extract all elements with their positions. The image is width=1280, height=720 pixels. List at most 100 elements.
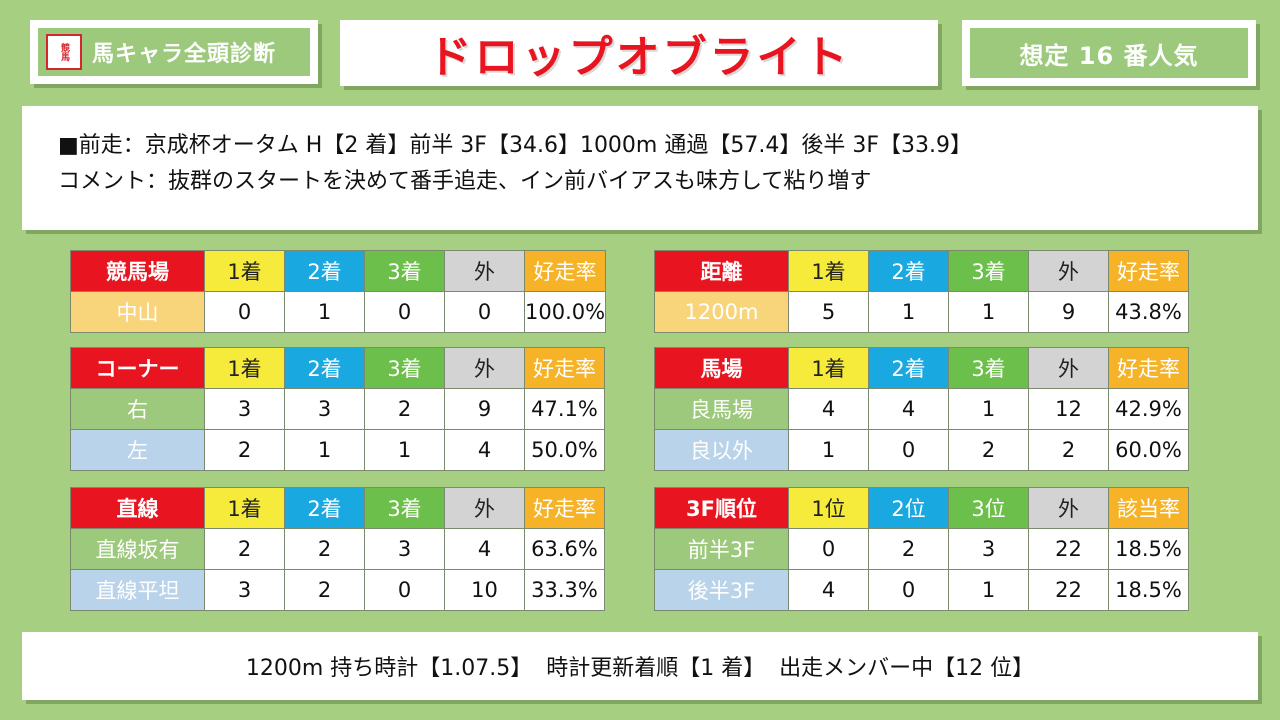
- cell: 1: [284, 291, 365, 333]
- cell: 1: [948, 388, 1029, 430]
- cell: 18.5%: [1108, 528, 1189, 570]
- popularity-box: 想定 16 番人気: [962, 20, 1256, 86]
- straight-stats-table: 直線 1着 2着 3着 外 好走率 直線坂有 2 2 3 4 63.6% 直線平…: [70, 487, 605, 611]
- header-cell: 好走率: [523, 250, 607, 292]
- header-cell: 2着: [284, 250, 365, 292]
- header-cell: 外: [444, 250, 525, 292]
- header-cell: コーナー: [70, 347, 205, 389]
- time-record-text: 1200m 持ち時計【1.07.5】 時計更新着順【1 着】 出走メンバー中【1…: [245, 656, 1035, 681]
- row-label: 右: [70, 388, 205, 430]
- horse-title-box: ドロップオブライト: [340, 20, 938, 86]
- row-label: 直線平坦: [70, 569, 205, 611]
- brand-inner: 競馬 馬キャラ全頭診断: [38, 28, 310, 76]
- header-cell: 1着: [788, 347, 869, 389]
- course-stats-table: 競馬場 1着 2着 3着 外 好走率 中山 0 1 0 0 100.0%: [70, 250, 607, 333]
- cell: 22: [1028, 569, 1109, 611]
- cell: 63.6%: [524, 528, 605, 570]
- site-logo: 競馬: [46, 34, 82, 70]
- horse-name: ドロップオブライト: [427, 32, 851, 83]
- brand-label: 馬キャラ全頭診断: [92, 42, 277, 67]
- header-cell: 好走率: [1108, 347, 1189, 389]
- row-label: 直線坂有: [70, 528, 205, 570]
- cell: 2: [284, 569, 365, 611]
- cell: 9: [1028, 291, 1109, 333]
- cell: 2: [868, 528, 949, 570]
- header-cell: 2位: [868, 487, 949, 529]
- corner-stats-table: コーナー 1着 2着 3着 外 好走率 右 3 3 2 9 47.1% 左 2 …: [70, 347, 605, 471]
- table-header-row: 距離 1着 2着 3着 外 好走率: [654, 250, 1189, 292]
- cell: 4: [444, 528, 525, 570]
- comment-line: コメント：抜群のスタートを決めて番手追走、イン前バイアスも味方して粘り増す: [58, 169, 872, 194]
- header-cell: 2着: [284, 347, 365, 389]
- header-cell: 該当率: [1108, 487, 1189, 529]
- table-row: 良以外 1 0 2 2 60.0%: [654, 429, 1189, 471]
- cell: 33.3%: [524, 569, 605, 611]
- row-label: 中山: [70, 291, 205, 333]
- cell: 1: [948, 291, 1029, 333]
- table-row: 中山 0 1 0 0 100.0%: [70, 291, 607, 333]
- cell: 1: [788, 429, 869, 471]
- header-cell: 好走率: [524, 347, 605, 389]
- table-row: 直線坂有 2 2 3 4 63.6%: [70, 528, 605, 570]
- cell: 3: [364, 528, 445, 570]
- previous-race-line: ■前走：京成杯オータム H【2 着】前半 3F【34.6】1000m 通過【57…: [58, 133, 972, 158]
- table-row: 右 3 3 2 9 47.1%: [70, 388, 605, 430]
- cell: 47.1%: [524, 388, 605, 430]
- header-cell: 外: [444, 347, 525, 389]
- table-row: 前半3F 0 2 3 22 18.5%: [654, 528, 1189, 570]
- header-cell: 外: [1028, 487, 1109, 529]
- cell: 2: [204, 528, 285, 570]
- header-cell: 外: [1028, 250, 1109, 292]
- cell: 18.5%: [1108, 569, 1189, 611]
- cell: 2: [1028, 429, 1109, 471]
- cell: 42.9%: [1108, 388, 1189, 430]
- table-header-row: 競馬場 1着 2着 3着 外 好走率: [70, 250, 607, 292]
- time-record-panel: 1200m 持ち時計【1.07.5】 時計更新着順【1 着】 出走メンバー中【1…: [22, 632, 1258, 700]
- cell: 4: [444, 429, 525, 471]
- header-cell: 3着: [364, 347, 445, 389]
- cell: 4: [868, 388, 949, 430]
- popularity-inner: 想定 16 番人気: [970, 28, 1248, 78]
- cell: 0: [868, 429, 949, 471]
- row-label: 良馬場: [654, 388, 789, 430]
- cell: 0: [444, 291, 525, 333]
- header-cell: 1位: [788, 487, 869, 529]
- header-cell: 3位: [948, 487, 1029, 529]
- cell: 43.8%: [1108, 291, 1189, 333]
- cell: 4: [788, 569, 869, 611]
- header-cell: 好走率: [1108, 250, 1189, 292]
- cell: 1: [868, 291, 949, 333]
- header-cell: 距離: [654, 250, 789, 292]
- header-cell: 好走率: [524, 487, 605, 529]
- cell: 9: [444, 388, 525, 430]
- cell: 4: [788, 388, 869, 430]
- cell: 2: [364, 388, 445, 430]
- cell: 5: [788, 291, 869, 333]
- race-info-panel: ■前走：京成杯オータム H【2 着】前半 3F【34.6】1000m 通過【57…: [22, 106, 1258, 230]
- table-row: 左 2 1 1 4 50.0%: [70, 429, 605, 471]
- cell: 50.0%: [524, 429, 605, 471]
- cell: 3: [948, 528, 1029, 570]
- cell: 0: [788, 528, 869, 570]
- header-cell: 馬場: [654, 347, 789, 389]
- cell: 10: [444, 569, 525, 611]
- cell: 60.0%: [1108, 429, 1189, 471]
- header-cell: 3着: [948, 250, 1029, 292]
- row-label: 前半3F: [654, 528, 789, 570]
- header-cell: 2着: [284, 487, 365, 529]
- table-header-row: 馬場 1着 2着 3着 外 好走率: [654, 347, 1189, 389]
- cell: 100.0%: [523, 291, 607, 333]
- table-row: 1200m 5 1 1 9 43.8%: [654, 291, 1189, 333]
- cell: 0: [204, 291, 285, 333]
- cell: 3: [284, 388, 365, 430]
- row-label: 後半3F: [654, 569, 789, 611]
- cell: 12: [1028, 388, 1109, 430]
- track-condition-stats-table: 馬場 1着 2着 3着 外 好走率 良馬場 4 4 1 12 42.9% 良以外…: [654, 347, 1189, 471]
- cell: 0: [364, 569, 445, 611]
- cell: 3: [204, 569, 285, 611]
- cell: 2: [284, 528, 365, 570]
- cell: 2: [204, 429, 285, 471]
- header-cell: 2着: [868, 250, 949, 292]
- header-cell: 1着: [204, 250, 285, 292]
- cell: 1: [948, 569, 1029, 611]
